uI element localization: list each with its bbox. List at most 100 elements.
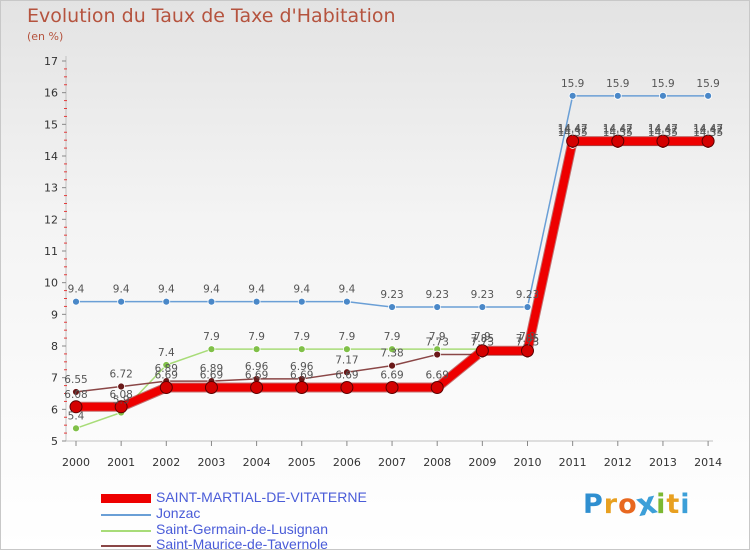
data-label: 15.9: [561, 78, 584, 90]
data-label: 14.35: [603, 127, 633, 139]
x-tick-label: 2009: [468, 456, 496, 469]
data-label: 14.42: [558, 125, 588, 137]
y-tick-label: 8: [51, 340, 58, 353]
data-label: 7.4: [158, 347, 175, 359]
data-label: 7.73: [516, 337, 539, 349]
data-point: [433, 350, 442, 359]
data-point: [342, 345, 351, 354]
data-label: 6.08: [109, 389, 132, 401]
data-point: [659, 91, 667, 100]
data-label: 7.9: [429, 331, 446, 343]
x-tick-label: 2013: [649, 456, 677, 469]
data-label: 14.47: [558, 123, 588, 135]
data-point: [297, 297, 306, 306]
data-label: 6.89: [200, 363, 223, 375]
legend-label: Saint-Maurice-de-Tavernole: [156, 536, 328, 552]
logo-letter: i: [656, 489, 667, 520]
data-point: [114, 400, 128, 414]
data-label: 14.47: [648, 123, 678, 135]
data-point: [117, 382, 126, 391]
data-point: [656, 134, 670, 148]
data-label: 6.69: [155, 369, 178, 381]
legend-label: Saint-Germain-de-Lusignan: [156, 521, 328, 537]
data-label: 7.38: [380, 348, 403, 360]
data-label: 7.73: [471, 337, 494, 349]
data-label: 6.69: [245, 369, 268, 381]
data-point: [297, 345, 306, 354]
y-tick-label: 12: [44, 213, 58, 226]
data-point: [207, 345, 216, 354]
legend-swatch: [101, 494, 151, 503]
legend-label: SAINT-MARTIAL-DE-VITATERNE: [156, 489, 367, 505]
data-point: [430, 380, 444, 394]
data-point: [475, 344, 489, 358]
data-point: [613, 91, 622, 100]
y-tick-label: 6: [51, 403, 58, 416]
data-point: [566, 134, 580, 148]
x-tick-label: 2002: [152, 456, 180, 469]
data-point: [704, 91, 712, 100]
data-point: [388, 361, 396, 370]
data-label: 9.4: [203, 284, 220, 296]
data-label: 15.9: [606, 78, 629, 90]
data-point: [72, 424, 80, 433]
data-label: 5.9: [113, 395, 130, 407]
data-label: 6.72: [109, 369, 132, 381]
x-tick-label: 2000: [62, 456, 90, 469]
data-point: [342, 297, 351, 306]
chart-title: Evolution du Taux de Taxe d'Habitation: [27, 5, 396, 27]
data-label: 9.23: [471, 289, 494, 301]
data-point: [611, 134, 625, 148]
data-point: [295, 380, 309, 394]
data-label: 14.47: [603, 123, 633, 135]
data-label: 14.42: [693, 125, 723, 137]
data-label: 15.9: [696, 78, 719, 90]
data-label: 9.23: [380, 289, 403, 301]
data-label-group: 6.08 6.08 6.69 6.69 6.69 6.69 6.69 6.69 6.69 7.85…: [64, 78, 723, 423]
data-label: 9.4: [339, 284, 356, 296]
data-point: [252, 345, 261, 354]
data-point: [72, 297, 80, 306]
data-label: 6.89: [155, 363, 178, 375]
data-label: 7.9: [248, 331, 265, 343]
data-label: 14.42: [648, 125, 678, 137]
data-label: 7.9: [339, 331, 356, 343]
x-tick-label: 2005: [288, 456, 316, 469]
data-label: 7.9: [293, 331, 310, 343]
data-point: [204, 380, 218, 394]
y-tick-label: 7: [51, 372, 58, 385]
data-point: [478, 303, 487, 311]
axes: 5 6 7 8 9 10 11 12 13 14 15 16 17 2000 2001 2002 2003 200…: [44, 55, 722, 469]
data-label: 14.35: [558, 127, 588, 139]
data-point: [385, 380, 399, 394]
y-tick-label: 15: [44, 118, 58, 131]
marker-group: [69, 91, 715, 433]
data-label: 7.85: [516, 333, 539, 345]
y-tick-label: 10: [44, 277, 58, 290]
x-tick-label: 2003: [197, 456, 225, 469]
y-tick-label: 5: [51, 435, 58, 448]
data-label: 6.69: [380, 369, 403, 381]
logo-letter: r: [603, 489, 619, 520]
y-unit-label: (en %): [27, 30, 64, 43]
logo-letter: o: [618, 489, 638, 520]
data-label: 6.69: [426, 369, 449, 381]
data-label: 9.23: [426, 289, 449, 301]
data-label: 6.08: [64, 389, 87, 401]
x-tick-label: 2007: [378, 456, 406, 469]
legend-swatch: [101, 514, 151, 516]
legend-swatch: [101, 545, 151, 547]
y-tick-label: 14: [44, 150, 58, 163]
x-tick-label: 2004: [243, 456, 271, 469]
data-label: 14.47: [693, 123, 723, 135]
data-label: 9.23: [516, 289, 539, 301]
data-point: [162, 297, 171, 306]
data-point: [388, 345, 396, 354]
data-label: 7.9: [519, 331, 536, 343]
data-point: [69, 400, 83, 414]
data-point: [250, 380, 264, 394]
data-label: 14.35: [648, 127, 678, 139]
data-label: 7.73: [426, 337, 449, 349]
legend-label: Jonzac: [156, 505, 201, 521]
